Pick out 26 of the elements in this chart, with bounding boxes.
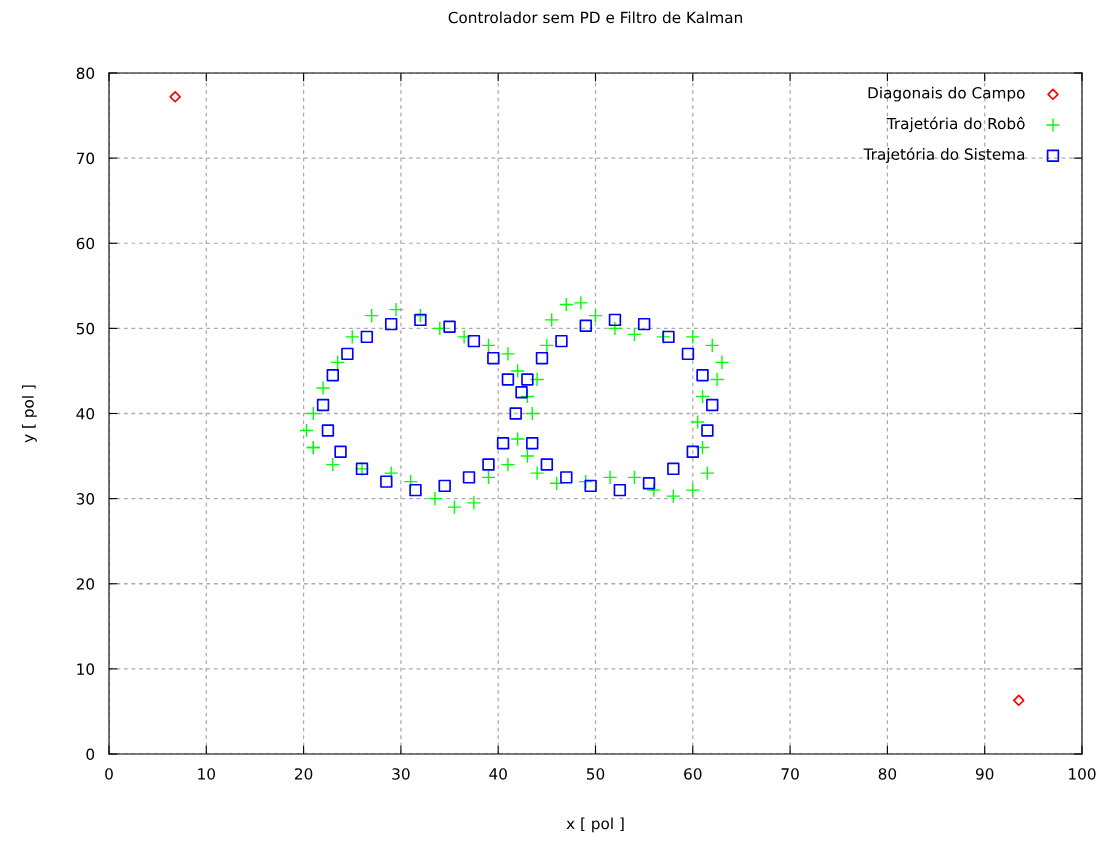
x-tick-label: 20 — [295, 768, 313, 780]
y-tick-label: 50 — [76, 322, 95, 335]
y-axis-title: y [ pol ] — [22, 385, 37, 443]
y-tick-label: 40 — [76, 407, 95, 420]
x-tick-label: 10 — [198, 768, 216, 780]
legend-label: Trajetória do Sistema — [863, 147, 1025, 163]
x-tick-label: 60 — [684, 768, 702, 780]
y-tick-label: 0 — [86, 748, 95, 761]
y-tick-label: 70 — [76, 152, 95, 165]
y-tick-label: 60 — [76, 237, 95, 250]
legend-label: Trajetória do Robô — [886, 116, 1025, 133]
y-tick-label: 80 — [76, 67, 95, 80]
x-axis-title: x [ pol ] — [566, 817, 624, 833]
x-tick-label: 50 — [586, 768, 605, 780]
x-tick-label: 100 — [1069, 768, 1096, 780]
y-tick-label: 20 — [76, 578, 95, 590]
legend-label: Diagonais do Campo — [868, 86, 1025, 102]
y-tick-label: 10 — [77, 663, 95, 675]
x-tick-label: 0 — [105, 768, 113, 780]
y-tick-label: 30 — [76, 493, 95, 505]
x-tick-label: 70 — [781, 768, 799, 780]
x-tick-label: 90 — [975, 768, 994, 780]
x-tick-label: 40 — [489, 768, 507, 780]
x-tick-label: 30 — [392, 768, 410, 780]
chart-title: Controlador sem PD e Filtro de Kalman — [448, 11, 742, 24]
x-tick-label: 80 — [878, 768, 897, 780]
